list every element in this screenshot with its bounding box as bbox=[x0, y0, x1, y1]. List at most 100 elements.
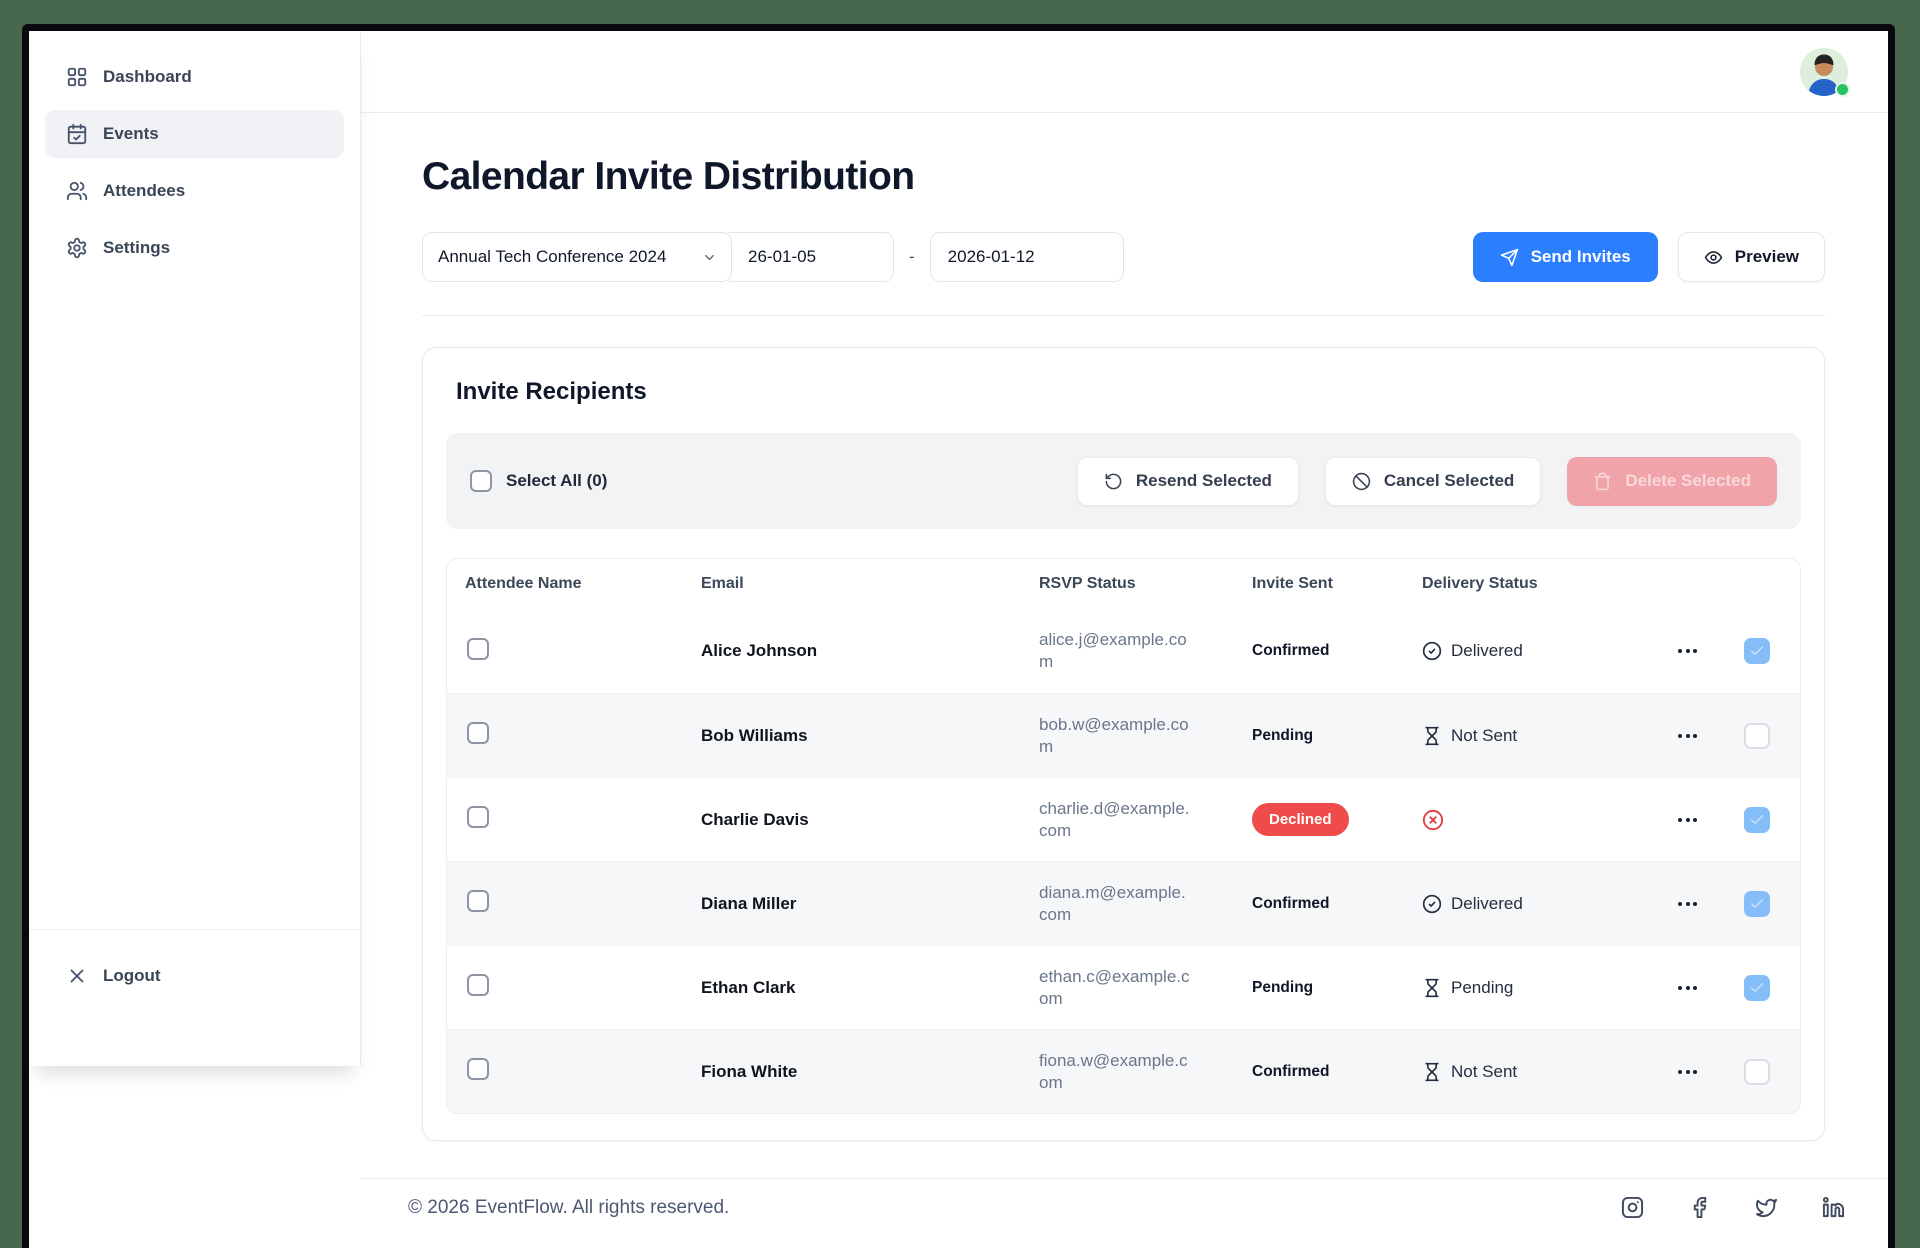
twitter-icon[interactable] bbox=[1755, 1196, 1778, 1219]
table-header-row: Attendee Name Email RSVP Status Invite S… bbox=[447, 559, 1800, 609]
row-checkbox[interactable] bbox=[467, 890, 489, 912]
row-checkbox[interactable] bbox=[467, 806, 489, 828]
attendee-name: Diana Miller bbox=[701, 893, 797, 913]
trash-icon bbox=[1594, 472, 1611, 490]
delivery-status-label: Pending bbox=[1451, 977, 1514, 997]
preview-button[interactable]: Preview bbox=[1677, 232, 1825, 282]
eye-icon bbox=[1704, 250, 1722, 264]
select-all-label: Select All (0) bbox=[506, 471, 608, 490]
linkedin-icon[interactable] bbox=[1822, 1196, 1845, 1219]
delivery-status-label: Not Sent bbox=[1451, 725, 1518, 745]
paper-plane-icon bbox=[1500, 248, 1518, 266]
cancel-selected-button[interactable]: Cancel Selected bbox=[1324, 456, 1542, 506]
start-date-input[interactable]: 26-01-05 bbox=[722, 232, 894, 282]
hourglass-icon bbox=[1425, 978, 1439, 997]
row-checkbox[interactable] bbox=[467, 1058, 489, 1080]
invite-recipients-card: Invite Recipients Select All (0) Resend … bbox=[422, 347, 1825, 1141]
table-row: Ethan Clark ethan.c@example.com Pending … bbox=[447, 945, 1800, 1029]
sidebar-item-dashboard[interactable]: Dashboard bbox=[45, 53, 344, 101]
column-header: Invite Sent bbox=[1252, 575, 1333, 592]
rsvp-status: Declined bbox=[1252, 803, 1349, 836]
attendee-name: Bob Williams bbox=[701, 725, 808, 745]
sidebar-item-settings[interactable]: Settings bbox=[45, 224, 344, 272]
delivery-status-label: Delivered bbox=[1451, 641, 1523, 660]
sidebar-item-label: Events bbox=[103, 124, 159, 143]
users-icon bbox=[66, 181, 88, 201]
date-range-separator: - bbox=[909, 247, 915, 266]
delete-selected-button[interactable]: Delete Selected bbox=[1567, 456, 1777, 506]
hourglass-icon bbox=[1425, 726, 1439, 745]
check-icon bbox=[1751, 814, 1763, 824]
close-icon bbox=[70, 969, 84, 983]
section-divider bbox=[422, 315, 1825, 316]
check-icon bbox=[1751, 646, 1763, 655]
row-select-checkbox[interactable] bbox=[1744, 890, 1770, 917]
delivery-status-label: Delivered bbox=[1451, 893, 1523, 913]
row-actions-button[interactable] bbox=[1672, 1069, 1744, 1074]
send-invites-button[interactable]: Send Invites bbox=[1472, 232, 1658, 282]
facebook-icon[interactable] bbox=[1688, 1196, 1711, 1219]
table-row: Charlie Davis charlie.d@example.com Decl… bbox=[447, 777, 1800, 861]
bulk-actions-toolbar: Select All (0) Resend Selected Cancel Se… bbox=[446, 433, 1801, 529]
row-select-checkbox[interactable] bbox=[1744, 806, 1770, 833]
row-actions-button[interactable] bbox=[1672, 985, 1744, 990]
gear-icon bbox=[67, 237, 87, 259]
hourglass-icon bbox=[1425, 1062, 1439, 1081]
x-circle-icon bbox=[1422, 809, 1444, 830]
user-avatar[interactable] bbox=[1800, 47, 1850, 97]
row-select-checkbox[interactable] bbox=[1744, 1058, 1770, 1085]
recipients-table: Attendee Name Email RSVP Status Invite S… bbox=[446, 558, 1801, 1114]
delivery-status-label: Not Sent bbox=[1451, 1061, 1518, 1081]
row-checkbox[interactable] bbox=[467, 637, 489, 660]
page-footer: © 2026 EventFlow. All rights reserved. bbox=[361, 1178, 1888, 1219]
event-select[interactable]: Annual Tech Conference 2024 bbox=[422, 232, 732, 282]
copyright-text: © 2026 EventFlow. All rights reserved. bbox=[408, 1196, 730, 1218]
app-window: Dashboard Events Attendees Settings Logo… bbox=[22, 24, 1895, 1248]
sidebar-item-attendees[interactable]: Attendees bbox=[45, 167, 344, 215]
end-date-input[interactable]: 2026-01-12 bbox=[929, 232, 1124, 282]
calendar-check-icon bbox=[67, 123, 87, 145]
preview-label: Preview bbox=[1734, 247, 1799, 266]
attendee-name: Alice Johnson bbox=[701, 641, 818, 660]
row-checkbox[interactable] bbox=[467, 722, 489, 744]
rsvp-status: Pending bbox=[1252, 978, 1314, 996]
delivery-status: Not Sent bbox=[1422, 726, 1672, 746]
select-all-checkbox[interactable] bbox=[470, 470, 492, 492]
page-title: Calendar Invite Distribution bbox=[422, 155, 915, 198]
row-actions-button[interactable] bbox=[1672, 817, 1744, 822]
column-header: Delivery Status bbox=[1422, 575, 1538, 592]
attendee-email: fiona.w@example.com bbox=[1039, 1050, 1188, 1092]
main-area: Calendar Invite Distribution Annual Tech… bbox=[361, 113, 1888, 1248]
column-header: Attendee Name bbox=[465, 575, 582, 592]
table-row: Diana Miller diana.m@example.com Confirm… bbox=[447, 861, 1800, 945]
sidebar-item-label: Attendees bbox=[103, 181, 186, 200]
column-header: RSVP Status bbox=[1039, 575, 1136, 592]
table-body: Alice Johnson alice.j@example.com Confir… bbox=[447, 609, 1800, 1113]
sidebar-item-events[interactable]: Events bbox=[45, 110, 344, 158]
controls-row: Annual Tech Conference 2024 26-01-05 - 2… bbox=[422, 232, 1825, 282]
attendee-email: ethan.c@example.com bbox=[1039, 966, 1190, 1008]
check-icon bbox=[1751, 898, 1763, 908]
sidebar-footer: Logout bbox=[29, 929, 360, 1022]
row-actions-button[interactable] bbox=[1672, 649, 1744, 653]
row-actions-button[interactable] bbox=[1672, 901, 1744, 906]
select-all-control[interactable]: Select All (0) bbox=[470, 470, 607, 492]
rsvp-status: Pending bbox=[1252, 726, 1314, 744]
dashboard-grid-icon bbox=[67, 67, 87, 87]
row-actions-button[interactable] bbox=[1672, 733, 1744, 738]
row-select-checkbox[interactable] bbox=[1744, 974, 1770, 1001]
row-checkbox[interactable] bbox=[467, 974, 489, 996]
row-select-checkbox[interactable] bbox=[1744, 638, 1770, 664]
sidebar-item-label: Settings bbox=[103, 238, 171, 257]
check-circle-icon bbox=[1422, 641, 1442, 661]
end-date-value: 2026-01-12 bbox=[947, 247, 1035, 266]
resend-selected-button[interactable]: Resend Selected bbox=[1076, 456, 1299, 506]
delivery-status: Not Sent bbox=[1422, 1062, 1672, 1082]
delivery-status: Delivered bbox=[1422, 641, 1672, 661]
logout-button[interactable]: Logout bbox=[45, 952, 344, 1000]
refresh-icon bbox=[1105, 473, 1122, 489]
row-select-checkbox[interactable] bbox=[1744, 722, 1770, 749]
instagram-icon[interactable] bbox=[1621, 1196, 1644, 1219]
sidebar: Dashboard Events Attendees Settings Logo… bbox=[29, 31, 361, 1066]
top-bar bbox=[361, 31, 1888, 113]
